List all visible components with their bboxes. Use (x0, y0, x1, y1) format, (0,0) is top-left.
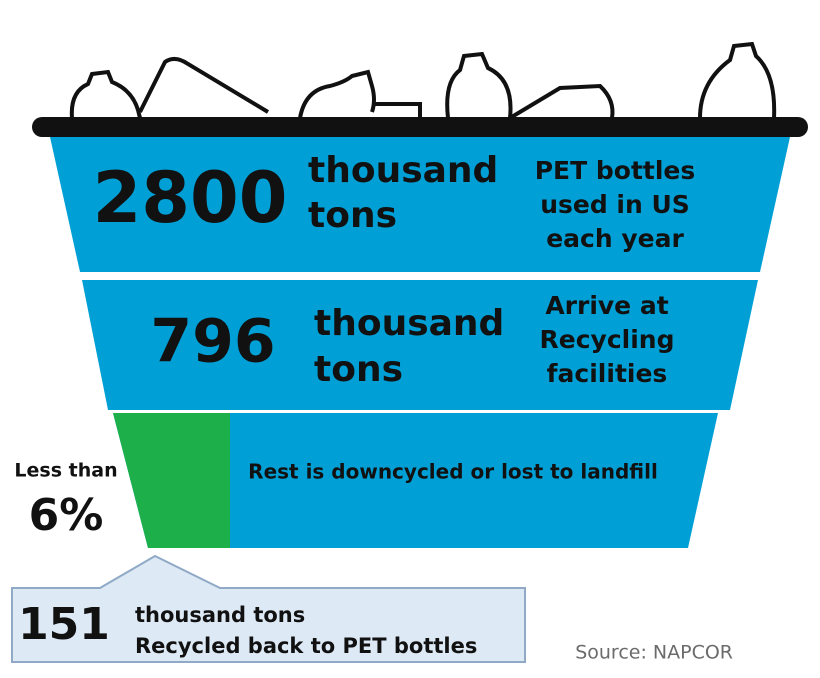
tier-description: PET bottles (535, 156, 696, 185)
callout-box (11, 554, 526, 663)
callout-value: 151 (18, 599, 110, 650)
tier-3 (113, 413, 718, 548)
tier-unit: thousand (308, 150, 498, 191)
share-prefix: Less than (14, 460, 117, 482)
recycled-share (113, 413, 230, 548)
tier-unit: tons (308, 195, 397, 236)
source: Source: NAPCOR (575, 642, 733, 664)
tier-description: Arrive at (545, 291, 668, 320)
share-value: 6% (29, 490, 104, 541)
callout-text: thousand tons (135, 603, 305, 627)
tier-unit: thousand (314, 303, 504, 344)
tier-description: each year (546, 224, 684, 253)
funnel-rim (32, 117, 808, 137)
bottles (69, 41, 777, 120)
tier-unit: tons (314, 349, 403, 390)
tier-2 (82, 280, 758, 410)
callout-text: Recycled back to PET bottles (135, 634, 477, 658)
tier-description: used in US (540, 190, 690, 219)
tier-1 (50, 137, 790, 272)
tier-description: Rest is downcycled or lost to landfill (248, 460, 658, 484)
tier-value: 796 (150, 307, 275, 377)
tier-description: facilities (547, 359, 668, 388)
tier-value: 2800 (93, 157, 288, 239)
tier-description: Recycling (540, 325, 675, 354)
